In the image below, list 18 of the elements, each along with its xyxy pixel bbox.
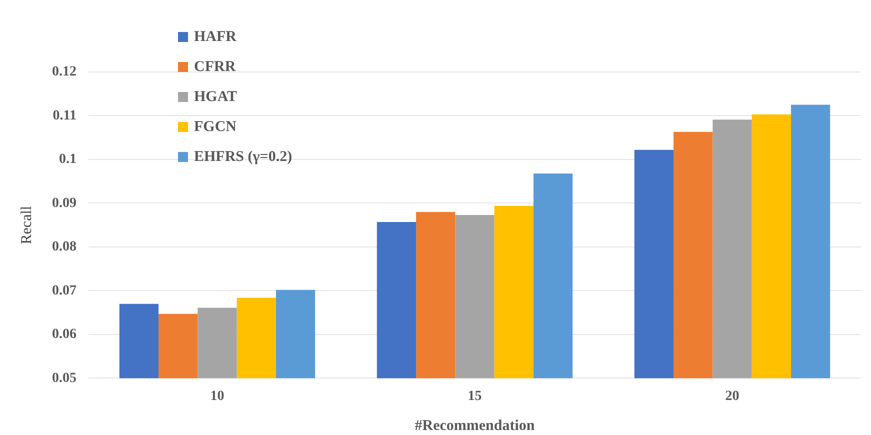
y-tick-label: 0.11 — [52, 108, 76, 124]
y-tick-label: 0.08 — [52, 240, 76, 255]
y-tick-label: 0.05 — [52, 370, 76, 386]
y-tick-label: 0.06 — [52, 327, 76, 342]
y-tick-label: 0.12 — [52, 64, 76, 80]
x-tick-label: 10 — [210, 389, 224, 404]
x-axis-title: #Recommendation — [414, 418, 536, 434]
legend-label: EHFRS (γ=0.2) — [194, 148, 292, 166]
legend-label: CFRR — [194, 58, 236, 76]
legend-label: HGAT — [194, 88, 238, 106]
legend-label: FGCN — [194, 118, 236, 136]
x-tick-label: 20 — [725, 389, 740, 404]
y-tick-label: 0.09 — [52, 196, 76, 211]
legend-label: HAFR — [194, 28, 236, 46]
x-tick-label: 15 — [468, 389, 482, 404]
y-axis-title: Recall — [18, 206, 35, 244]
y-tick-label: 0.07 — [52, 283, 76, 298]
y-tick-label: 0.1 — [59, 152, 76, 168]
